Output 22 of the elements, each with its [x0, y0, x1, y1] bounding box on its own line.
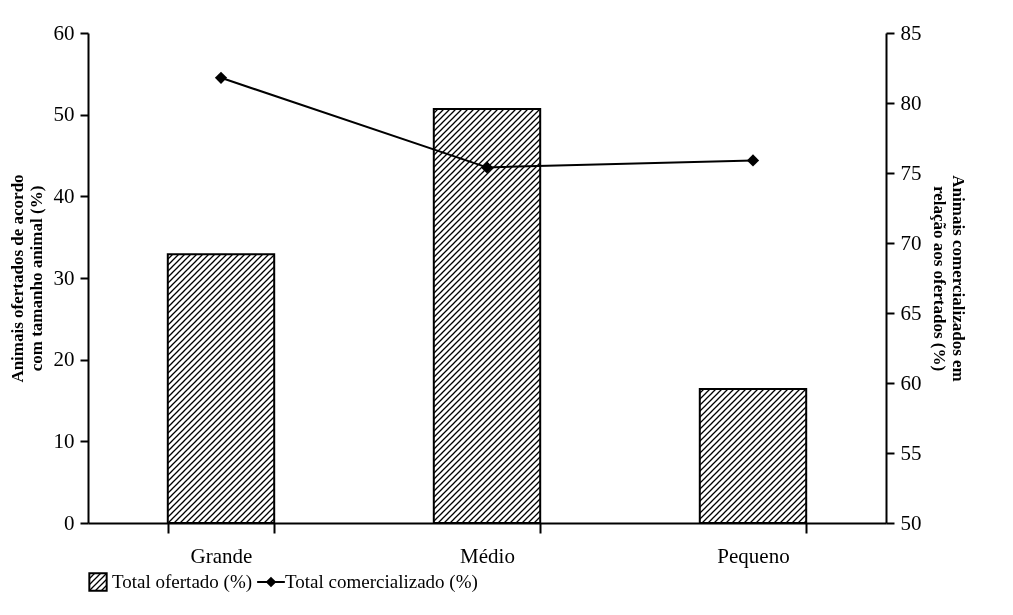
y2-tick-label: 80: [900, 90, 922, 115]
y-tick-label: 20: [53, 347, 75, 372]
y2-tick-label: 55: [900, 440, 922, 465]
y2-tick-label: 75: [900, 160, 922, 185]
y2-tick-label: 50: [900, 510, 922, 535]
y2-tick-label: 85: [900, 20, 922, 45]
y2-tick-label: 65: [900, 300, 922, 325]
y-tick-label: 60: [53, 20, 75, 45]
y-tick-label: 50: [53, 102, 75, 127]
y-tick-label: 30: [53, 265, 75, 290]
x-tick-label: Grande: [190, 543, 253, 568]
y-tick-label: 40: [53, 183, 75, 208]
x-tick-label: Médio: [460, 543, 515, 568]
y2-axis-title: Animais comercializados em relação aos ofertados (%): [929, 175, 968, 382]
y-axis-title: Animais ofertados de acordo com tamanho animal (%): [7, 174, 46, 383]
x-tick-label: Pequeno: [717, 543, 790, 568]
legend-label: Total comercializado (%): [285, 571, 478, 593]
y-tick-label: 10: [53, 428, 75, 453]
legend-label: Total ofertado (%): [112, 571, 253, 593]
y2-tick-label: 70: [900, 230, 922, 255]
y2-tick-label: 60: [900, 370, 922, 395]
y-tick-label: 0: [64, 510, 75, 535]
